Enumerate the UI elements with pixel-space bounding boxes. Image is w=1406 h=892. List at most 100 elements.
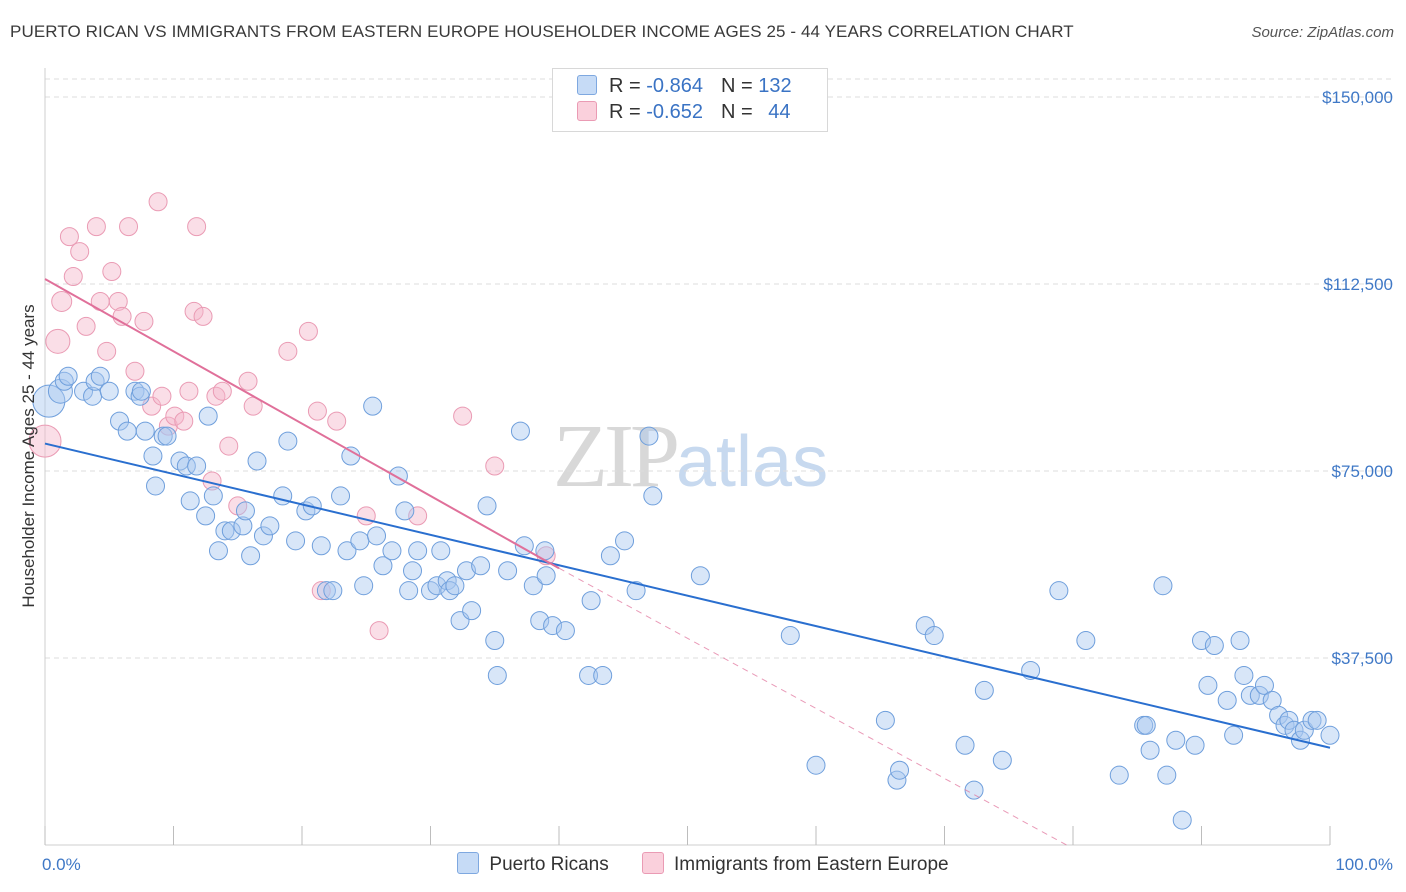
data-point-puerto-ricans (1136, 715, 1156, 735)
x-tick-label: 100.0% (1335, 855, 1393, 874)
data-point-immigrants (165, 406, 185, 426)
data-point-puerto-ricans (487, 665, 507, 685)
data-point-puerto-ricans (964, 780, 984, 800)
data-point-puerto-ricans (1279, 710, 1299, 730)
data-point-immigrants (158, 416, 178, 436)
data-point-puerto-ricans (1076, 631, 1096, 651)
data-point-puerto-ricans (131, 381, 151, 401)
data-point-puerto-ricans (498, 561, 518, 581)
data-point-puerto-ricans (382, 541, 402, 561)
data-point-immigrants (408, 506, 428, 526)
data-point-puerto-ricans (54, 371, 74, 391)
trend-lines (44, 278, 1331, 846)
data-point-puerto-ricans (180, 491, 200, 511)
series-legend: Puerto Ricans Immigrants from Eastern Eu… (0, 852, 1406, 876)
data-point-puerto-ricans (187, 456, 207, 476)
data-point-puerto-ricans (471, 556, 491, 576)
data-point-puerto-ricans (431, 541, 451, 561)
data-point-immigrants (102, 262, 122, 282)
data-point-puerto-ricans (462, 601, 482, 621)
data-point-puerto-ricans (208, 541, 228, 561)
legend-swatch-pink (577, 101, 597, 121)
data-point-puerto-ricans (341, 446, 361, 466)
data-point-puerto-ricans (523, 576, 543, 596)
data-point-puerto-ricans (579, 665, 599, 685)
data-point-puerto-ricans (311, 536, 331, 556)
data-point-puerto-ricans (456, 561, 476, 581)
data-point-immigrants (219, 436, 239, 456)
data-point-immigrants (327, 411, 347, 431)
legend-row-puerto-ricans: R = -0.864 N = 132 (577, 75, 792, 101)
data-point-puerto-ricans (117, 421, 137, 441)
data-point-puerto-ricans (1198, 675, 1218, 695)
data-point-puerto-ricans (1185, 735, 1205, 755)
data-point-puerto-ricans (1307, 710, 1327, 730)
x-tick-label: 0.0% (42, 855, 81, 874)
data-point-puerto-ricans (955, 735, 975, 755)
y-tick-label: $150,000 (1322, 88, 1393, 107)
data-point-immigrants (28, 424, 62, 458)
data-point-immigrants (298, 321, 318, 341)
legend-row-immigrants: R = -0.652 N = 44 (577, 101, 790, 127)
data-point-immigrants (184, 301, 204, 321)
data-point-puerto-ricans (157, 426, 177, 446)
chart-title: PUERTO RICAN VS IMMIGRANTS FROM EASTERN … (10, 22, 1074, 41)
data-point-immigrants (369, 621, 389, 641)
data-point-puerto-ricans (445, 576, 465, 596)
data-point-puerto-ricans (1234, 665, 1254, 685)
data-point-puerto-ricans (543, 616, 563, 636)
data-point-puerto-ricans (1166, 730, 1186, 750)
data-point-puerto-ricans (110, 411, 130, 431)
y-tick-label: $75,000 (1332, 462, 1393, 481)
data-point-puerto-ricans (247, 451, 267, 471)
data-point-puerto-ricans (354, 576, 374, 596)
data-point-immigrants (174, 411, 194, 431)
data-point-puerto-ricans (373, 556, 393, 576)
data-point-puerto-ricans (555, 621, 575, 641)
data-point-puerto-ricans (1320, 725, 1340, 745)
r-value: -0.864 (646, 75, 703, 97)
correlation-legend: R = -0.864 N = 132 R = -0.652 N = 44 (552, 68, 828, 132)
data-point-puerto-ricans (1204, 636, 1224, 656)
data-point-puerto-ricans (581, 591, 601, 611)
y-axis-title: Householder Income Ages 25 - 44 years (19, 304, 38, 607)
legend-item-puerto-ricans: Puerto Ricans (457, 852, 609, 876)
data-point-puerto-ricans (593, 665, 613, 685)
data-point-puerto-ricans (286, 531, 306, 551)
data-point-immigrants (76, 316, 96, 336)
data-point-puerto-ricans (350, 531, 370, 551)
data-point-puerto-ricans (1049, 581, 1069, 601)
data-point-puerto-ricans (323, 581, 343, 601)
data-point-puerto-ricans (1153, 576, 1173, 596)
data-point-puerto-ricans (367, 526, 387, 546)
data-point-puerto-ricans (143, 446, 163, 466)
data-point-puerto-ricans (421, 581, 440, 601)
data-point-puerto-ricans (99, 381, 119, 401)
data-point-immigrants (70, 242, 90, 262)
gridlines (45, 78, 1395, 659)
data-point-immigrants (307, 401, 327, 421)
r-value: -0.652 (646, 101, 703, 123)
data-point-puerto-ricans (924, 626, 944, 646)
data-point-puerto-ricans (890, 760, 910, 780)
data-point-puerto-ricans (1140, 740, 1160, 760)
data-point-immigrants (278, 341, 298, 361)
data-point-puerto-ricans (974, 680, 994, 700)
x-tick-labels: 0.0% 100.0% (42, 855, 1393, 874)
n-value: 132 (758, 75, 792, 97)
data-point-puerto-ricans (399, 581, 419, 601)
data-point-immigrants (90, 291, 110, 311)
data-point-immigrants (97, 341, 117, 361)
data-point-immigrants (152, 386, 172, 406)
legend-item-immigrants: Immigrants from Eastern Europe (642, 852, 949, 876)
data-point-puerto-ricans (1192, 631, 1211, 651)
data-point-puerto-ricans (395, 501, 415, 521)
data-point-puerto-ricans (260, 516, 280, 536)
data-point-puerto-ricans (639, 426, 659, 446)
data-point-puerto-ricans (363, 396, 383, 416)
x-ticks (44, 826, 1331, 845)
data-point-puerto-ricans (331, 486, 351, 506)
data-point-immigrants (125, 361, 145, 381)
data-point-immigrants (45, 328, 71, 354)
